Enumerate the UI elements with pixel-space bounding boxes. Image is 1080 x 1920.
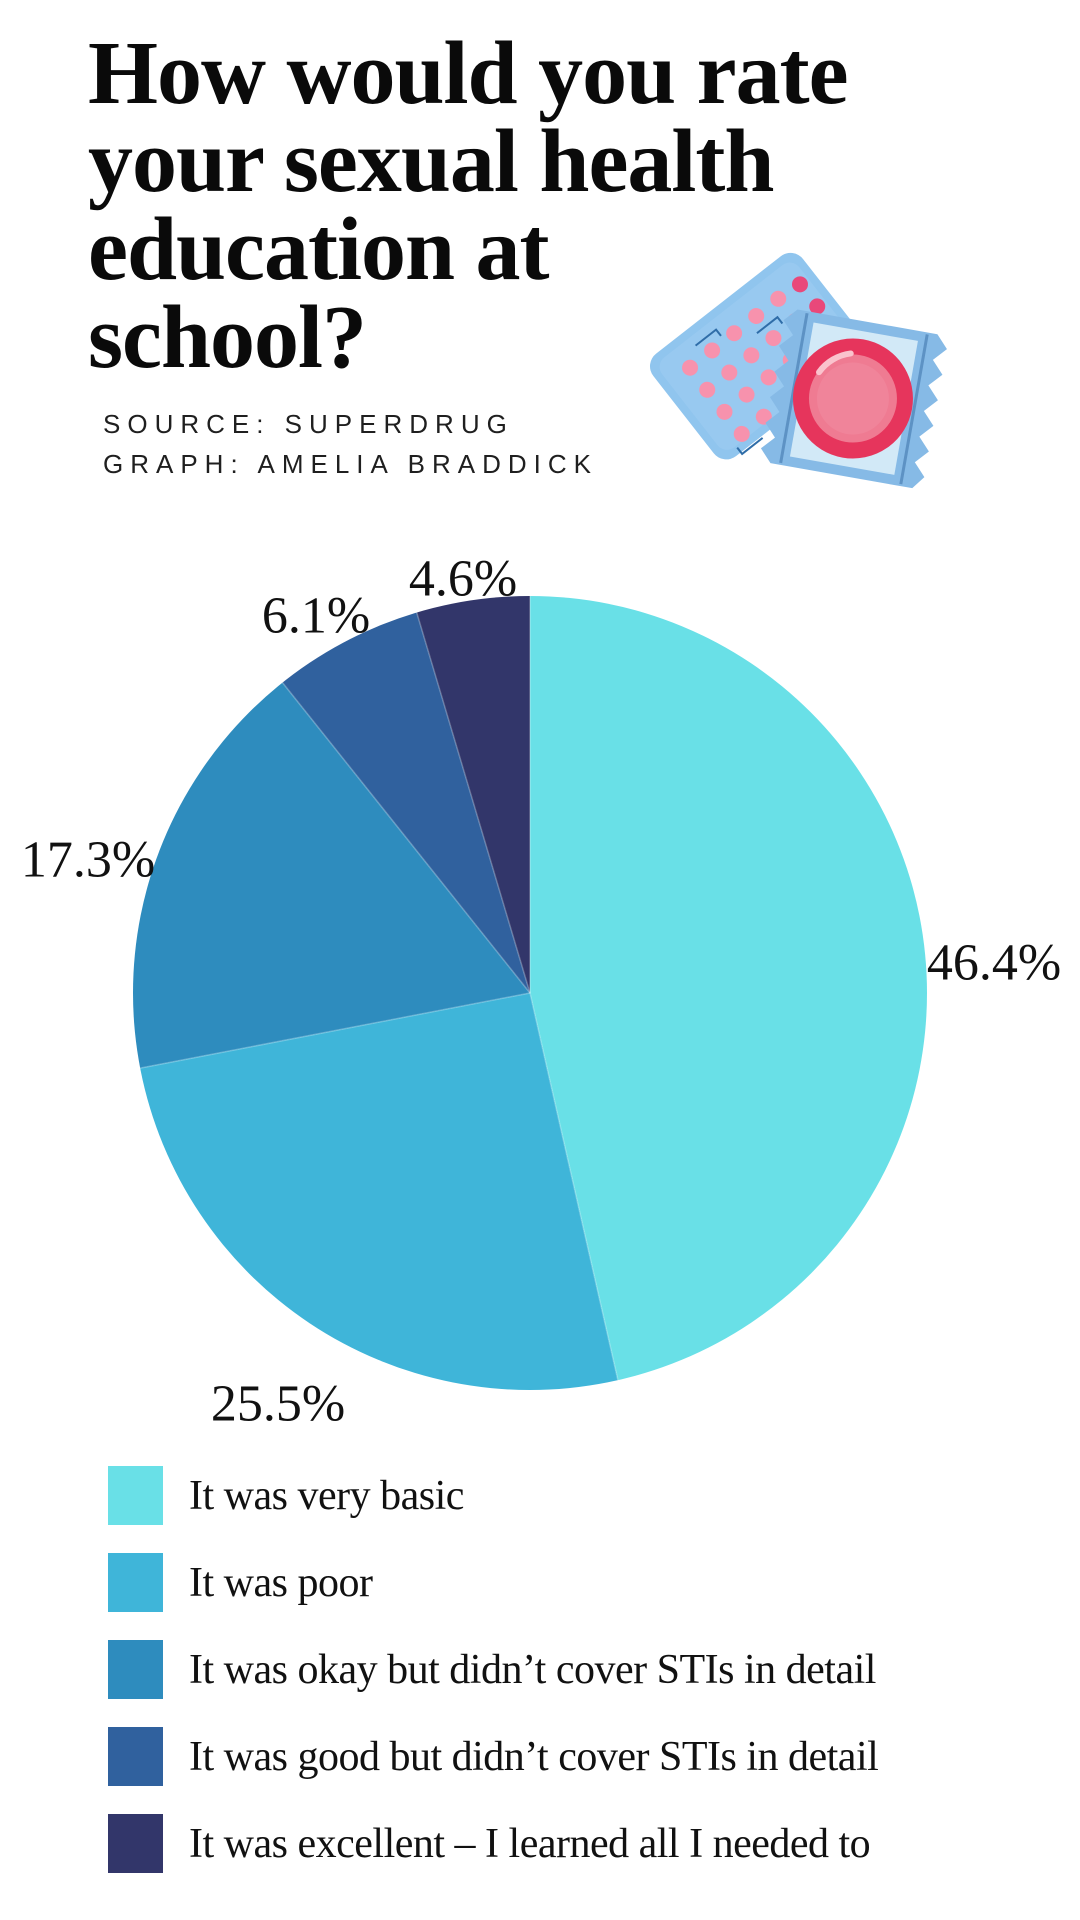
legend-swatch	[108, 1553, 163, 1612]
chart-legend: It was very basic It was poor It was okay …	[108, 1466, 1058, 1901]
legend-swatch	[108, 1640, 163, 1699]
legend-item: It was excellent – I learned all I neede…	[108, 1814, 1058, 1873]
legend-swatch	[108, 1466, 163, 1525]
legend-swatch	[108, 1727, 163, 1786]
legend-item: It was very basic	[108, 1466, 1058, 1525]
pie-chart	[133, 596, 927, 1390]
slice-value-label: 17.3%	[20, 831, 156, 889]
slice-value-label: 6.1%	[261, 587, 371, 645]
legend-item: It was okay but didn’t cover STIs in det…	[108, 1640, 1058, 1699]
condom-icon	[760, 309, 947, 489]
legend-item: It was poor	[108, 1553, 1058, 1612]
slice-value-label: 4.6%	[408, 550, 518, 608]
legend-label: It was okay but didn’t cover STIs in det…	[189, 1646, 876, 1693]
source-line: SOURCE: SUPERDRUG	[103, 409, 514, 439]
legend-swatch	[108, 1814, 163, 1873]
contraception-illustration	[645, 248, 955, 503]
legend-label: It was good but didn’t cover STIs in det…	[189, 1733, 879, 1780]
legend-label: It was excellent – I learned all I neede…	[189, 1820, 871, 1867]
slice-value-label: 25.5%	[210, 1375, 346, 1433]
legend-label: It was very basic	[189, 1472, 464, 1519]
source-credit: SOURCE: SUPERDRUG GRAPH: AMELIA BRADDICK	[103, 404, 598, 484]
legend-item: It was good but didn’t cover STIs in det…	[108, 1727, 1058, 1786]
page-title: How would you rate your sexual health ed…	[88, 24, 849, 387]
legend-label: It was poor	[189, 1559, 373, 1606]
contraception-illustration-svg	[649, 252, 947, 489]
slice-value-label: 46.4%	[926, 934, 1062, 992]
credit-line: GRAPH: AMELIA BRADDICK	[103, 449, 598, 479]
